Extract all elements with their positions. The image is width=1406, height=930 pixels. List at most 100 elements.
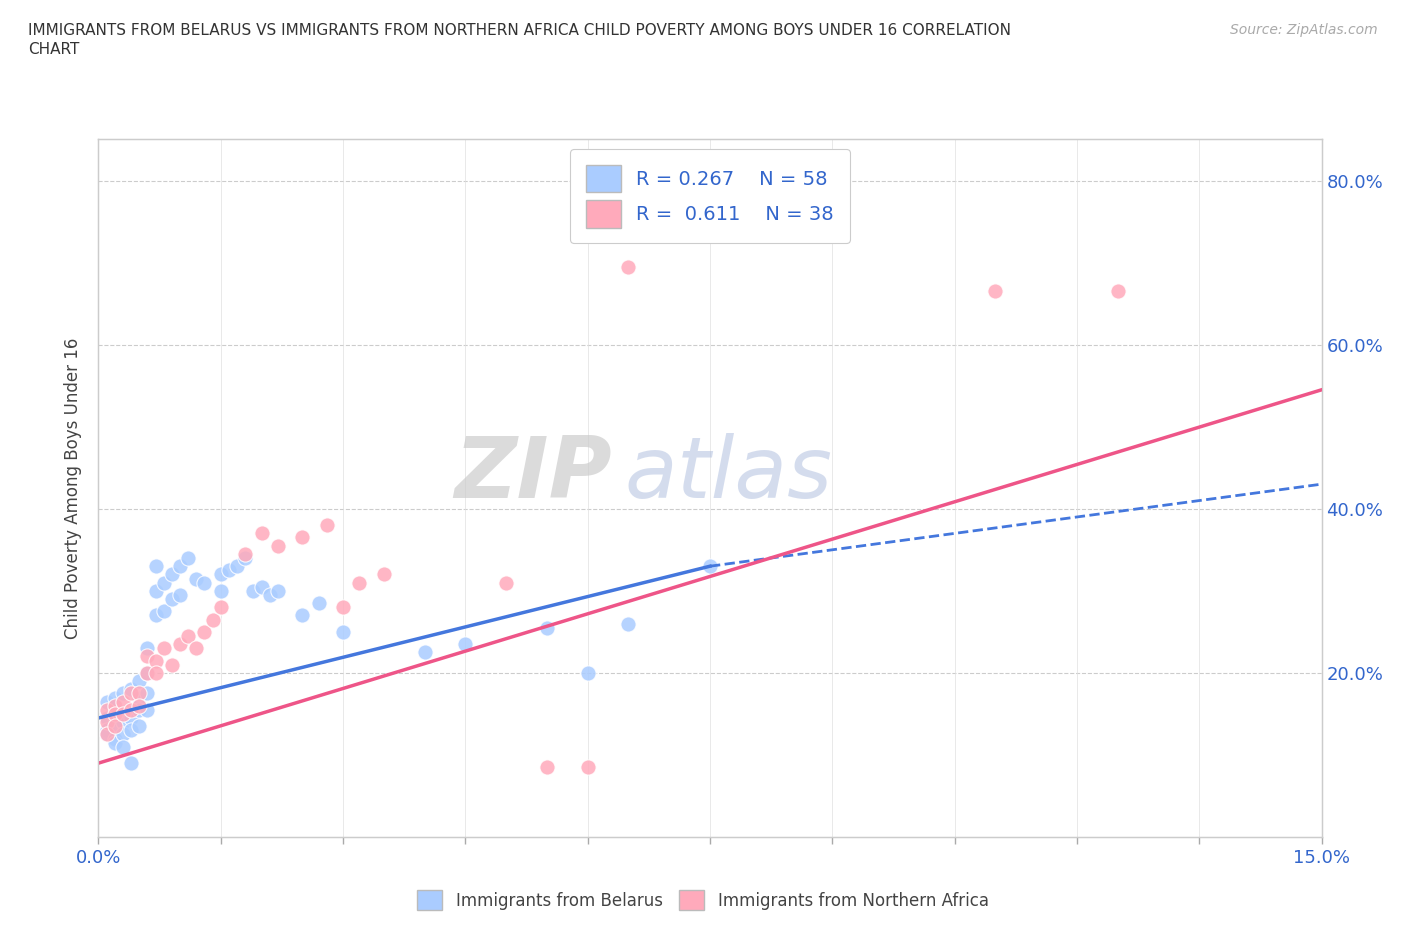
Point [984, 284, 1007, 299]
Point [145, 653, 167, 668]
Point [209, 583, 232, 598]
Point [160, 567, 183, 582]
Point [267, 538, 290, 553]
Point [169, 559, 191, 574]
Point [96, 711, 118, 725]
Point [104, 698, 127, 713]
Point [332, 600, 354, 615]
Point [120, 702, 142, 717]
Point [218, 563, 240, 578]
Point [104, 711, 127, 725]
Point [128, 719, 150, 734]
Point [186, 571, 208, 586]
Point [120, 756, 142, 771]
Point [1107, 284, 1129, 299]
Point [226, 559, 249, 574]
Point [186, 641, 208, 656]
Text: CHART: CHART [28, 42, 80, 57]
Point [209, 567, 232, 582]
Point [332, 624, 354, 639]
Point [160, 591, 183, 606]
Point [104, 731, 127, 746]
Point [111, 714, 134, 729]
Point [617, 259, 640, 274]
Y-axis label: Child Poverty Among Boys Under 16: Child Poverty Among Boys Under 16 [65, 338, 83, 639]
Point [576, 760, 599, 775]
Point [193, 575, 215, 590]
Point [120, 686, 142, 701]
Point [120, 682, 142, 697]
Point [128, 702, 150, 717]
Point [152, 604, 174, 618]
Point [136, 666, 159, 681]
Point [128, 673, 150, 688]
Point [699, 559, 721, 574]
Point [96, 727, 118, 742]
Point [152, 575, 174, 590]
Point [111, 686, 134, 701]
Point [136, 666, 159, 681]
Text: Source: ZipAtlas.com: Source: ZipAtlas.com [1230, 23, 1378, 37]
Point [291, 530, 314, 545]
Point [96, 702, 118, 717]
Legend: R = 0.267    N = 58, R =  0.611    N = 38: R = 0.267 N = 58, R = 0.611 N = 38 [571, 149, 849, 243]
Point [104, 719, 127, 734]
Point [145, 608, 167, 623]
Point [136, 641, 159, 656]
Point [96, 723, 118, 737]
Point [111, 727, 134, 742]
Point [96, 694, 118, 709]
Point [209, 600, 232, 615]
Point [308, 596, 330, 611]
Point [104, 702, 127, 717]
Point [250, 579, 273, 594]
Point [145, 559, 167, 574]
Point [233, 547, 256, 562]
Point [454, 637, 477, 652]
Point [120, 711, 142, 725]
Point [152, 641, 174, 656]
Point [413, 644, 436, 659]
Point [536, 620, 558, 635]
Point [160, 658, 183, 672]
Point [104, 719, 127, 734]
Point [104, 690, 127, 705]
Legend: Immigrants from Belarus, Immigrants from Northern Africa: Immigrants from Belarus, Immigrants from… [411, 884, 995, 917]
Point [250, 526, 273, 541]
Point [536, 760, 558, 775]
Point [128, 690, 150, 705]
Point [96, 727, 118, 742]
Point [104, 707, 127, 722]
Point [145, 666, 167, 681]
Text: ZIP: ZIP [454, 432, 612, 516]
Point [120, 723, 142, 737]
Point [233, 551, 256, 565]
Point [576, 666, 599, 681]
Point [373, 567, 395, 582]
Point [111, 694, 134, 709]
Point [128, 686, 150, 701]
Point [111, 707, 134, 722]
Point [315, 518, 337, 533]
Point [136, 686, 159, 701]
Point [111, 739, 134, 754]
Point [169, 637, 191, 652]
Point [96, 714, 118, 729]
Point [291, 608, 314, 623]
Point [617, 617, 640, 631]
Point [177, 629, 200, 644]
Point [104, 736, 127, 751]
Point [136, 702, 159, 717]
Text: IMMIGRANTS FROM BELARUS VS IMMIGRANTS FROM NORTHERN AFRICA CHILD POVERTY AMONG B: IMMIGRANTS FROM BELARUS VS IMMIGRANTS FR… [28, 23, 1011, 38]
Point [111, 707, 134, 722]
Point [136, 649, 159, 664]
Point [128, 698, 150, 713]
Point [242, 583, 264, 598]
Point [267, 583, 290, 598]
Point [349, 575, 371, 590]
Point [193, 624, 215, 639]
Point [201, 612, 224, 627]
Point [169, 588, 191, 603]
Point [259, 588, 281, 603]
Point [495, 575, 517, 590]
